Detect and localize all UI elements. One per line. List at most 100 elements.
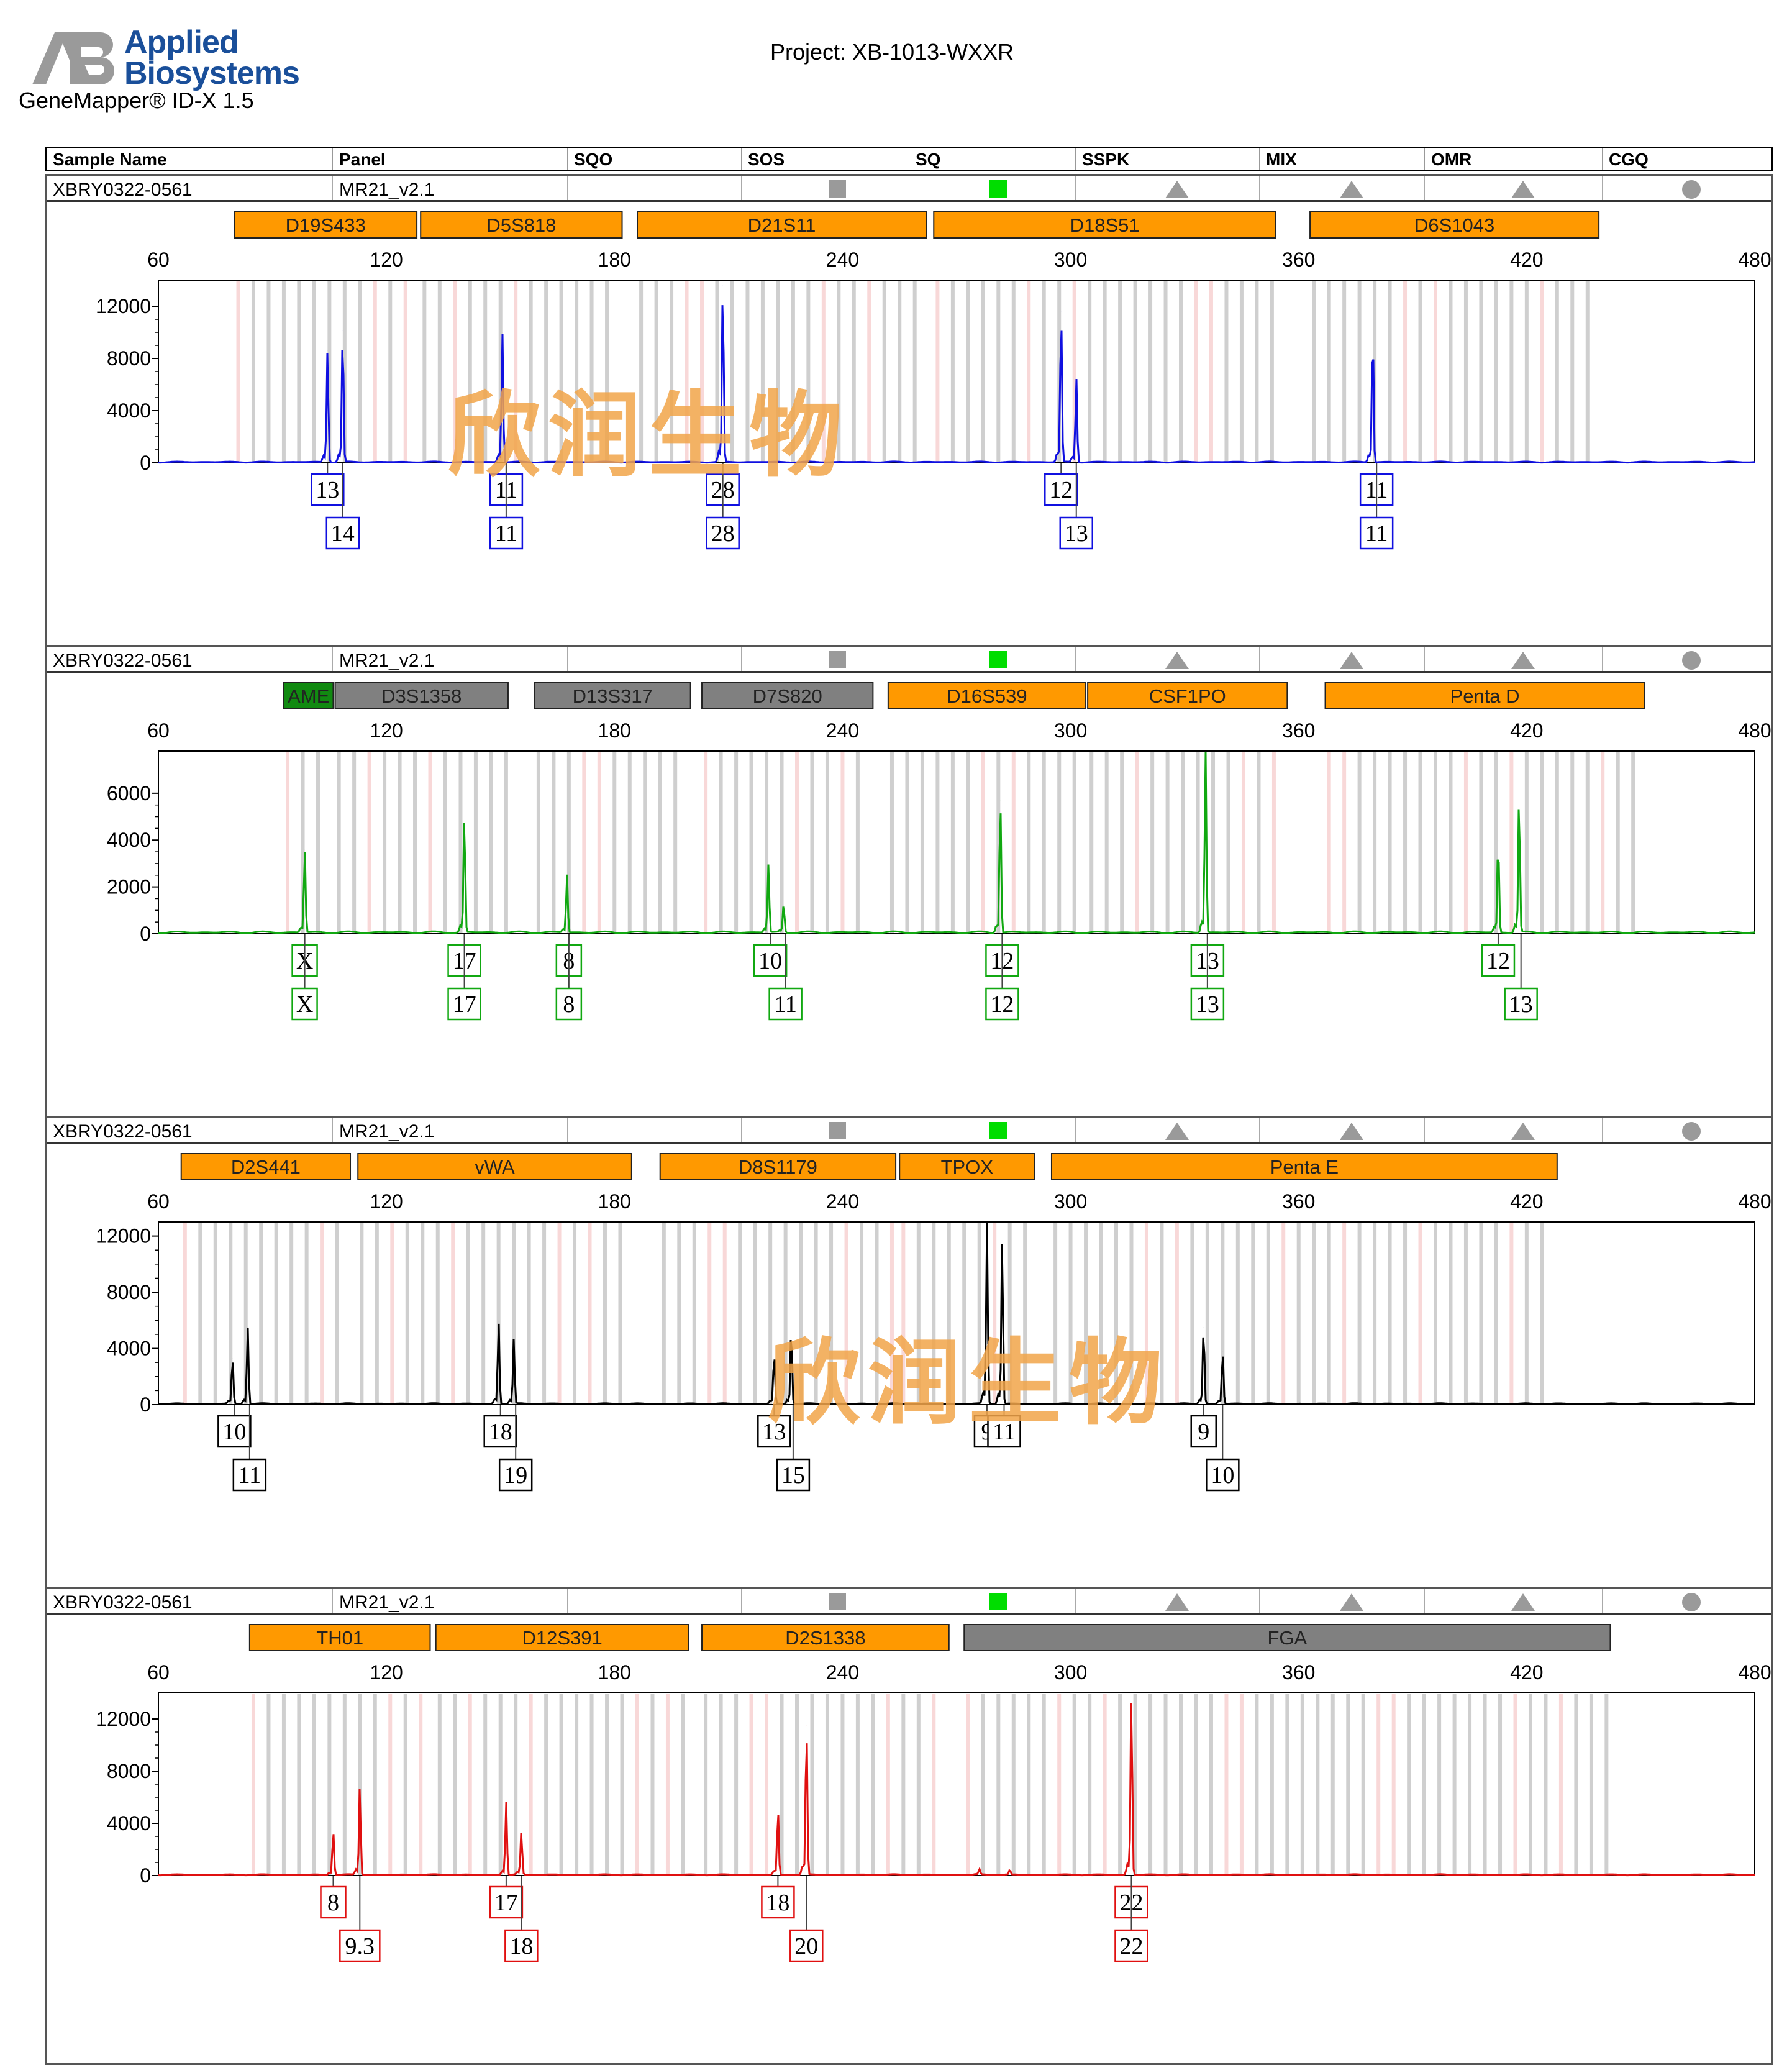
allele-label: 12 — [1486, 948, 1510, 974]
marker-d19s433[interactable]: D19S433 — [234, 212, 417, 238]
allele-label: 18 — [509, 1933, 533, 1959]
marker-d5s818[interactable]: D5S818 — [421, 212, 622, 238]
allele-label: 18 — [766, 1890, 789, 1916]
marker-label: D7S820 — [753, 685, 822, 707]
marker-label: D12S391 — [522, 1627, 603, 1649]
x-tick-label: 360 — [1282, 1190, 1315, 1213]
x-tick-label: 300 — [1054, 719, 1087, 742]
marker-d2s441[interactable]: D2S441 — [181, 1154, 350, 1180]
allele-call[interactable]: 10 — [218, 1405, 250, 1447]
marker-d21s11[interactable]: D21S11 — [637, 212, 926, 238]
marker-label: D16S539 — [947, 685, 1027, 707]
marker-label: FGA — [1267, 1627, 1307, 1649]
y-tick-label: 0 — [140, 452, 151, 474]
allele-call[interactable]: 10 — [754, 934, 786, 976]
allele-call[interactable]: 18 — [762, 1876, 794, 1918]
x-tick-label: 480 — [1738, 719, 1771, 742]
marker-fga[interactable]: FGA — [964, 1625, 1610, 1651]
plot-area — [158, 751, 1755, 934]
allele-call[interactable]: 8 — [321, 1876, 345, 1918]
allele-call[interactable]: 12 — [1482, 934, 1514, 976]
bin-lines-d3s1358 — [339, 752, 506, 934]
allele-label: 11 — [239, 1462, 262, 1488]
marker-d12s391[interactable]: D12S391 — [436, 1625, 689, 1651]
marker-th01[interactable]: TH01 — [250, 1625, 430, 1651]
marker-d18s51[interactable]: D18S51 — [934, 212, 1276, 238]
software-version: GeneMapper® ID-X 1.5 — [19, 87, 254, 114]
allele-label: 13 — [1509, 991, 1533, 1018]
x-tick-label: 120 — [370, 719, 403, 742]
y-tick-label: 4000 — [107, 399, 151, 422]
bin-lines-d2s1338 — [706, 1694, 934, 1876]
allele-label: 9 — [1198, 1419, 1209, 1445]
logo-text-applied: Applied — [124, 26, 239, 58]
bin-lines-d18s51 — [937, 281, 1271, 463]
col-panel: Panel — [332, 148, 567, 170]
x-tick-label: 300 — [1054, 1190, 1087, 1213]
bin-lines-d16s539 — [892, 752, 1075, 934]
y-tick-label: 4000 — [107, 829, 151, 851]
bin-lines-fga — [968, 1694, 1606, 1876]
allele-call[interactable]: 18 — [484, 1405, 517, 1447]
project-title: Project: XB-1013-WXXR — [770, 39, 1014, 66]
marker-csf1po[interactable]: CSF1PO — [1088, 683, 1287, 709]
marker-d2s1338[interactable]: D2S1338 — [702, 1625, 949, 1651]
allele-call[interactable]: 9 — [1191, 1405, 1216, 1447]
y-tick-label: 8000 — [107, 1760, 151, 1782]
marker-label: Penta E — [1270, 1156, 1339, 1178]
marker-label: TH01 — [316, 1627, 363, 1649]
x-tick-label: 180 — [598, 1661, 631, 1684]
marker-label: CSF1PO — [1149, 685, 1226, 707]
allele-call[interactable]: 17 — [490, 1876, 522, 1918]
marker-ame[interactable]: AME — [284, 683, 334, 709]
col-sspk: SSPK — [1075, 148, 1259, 170]
marker-d16s539[interactable]: D16S539 — [888, 683, 1086, 709]
col-mix: MIX — [1259, 148, 1424, 170]
allele-call[interactable]: 13 — [311, 463, 343, 505]
marker-penta-e[interactable]: Penta E — [1052, 1154, 1557, 1180]
y-tick-label: 8000 — [107, 347, 151, 370]
marker-penta-d[interactable]: Penta D — [1326, 683, 1645, 709]
y-tick-label: 6000 — [107, 782, 151, 805]
marker-label: D21S11 — [748, 214, 816, 236]
applied-biosystems-logo — [32, 30, 119, 87]
allele-label: 22 — [1119, 1933, 1143, 1959]
bin-lines-d19s433 — [239, 281, 406, 463]
marker-vwa[interactable]: vWA — [358, 1154, 632, 1180]
marker-d13s317[interactable]: D13S317 — [535, 683, 691, 709]
allele-label: 18 — [489, 1419, 512, 1445]
x-tick-label: 420 — [1510, 1190, 1543, 1213]
y-tick-label: 2000 — [107, 876, 151, 898]
col-sqo: SQO — [567, 148, 741, 170]
marker-d6s1043[interactable]: D6S1043 — [1310, 212, 1599, 238]
allele-label: 19 — [504, 1462, 527, 1488]
allele-label: 13 — [1065, 521, 1088, 547]
allele-label: 20 — [794, 1933, 818, 1959]
marker-d3s1358[interactable]: D3S1358 — [335, 683, 508, 709]
plot-area — [158, 280, 1755, 463]
marker-d8s1179[interactable]: D8S1179 — [660, 1154, 896, 1180]
y-tick-label: 12000 — [96, 295, 151, 317]
watermark-text: 欣润生物 — [767, 1308, 1170, 1443]
allele-label: 28 — [711, 521, 735, 547]
allele-label: 13 — [316, 477, 339, 503]
y-tick-label: 0 — [140, 1393, 151, 1416]
marker-tpox[interactable]: TPOX — [899, 1154, 1034, 1180]
allele-label: 11 — [1365, 521, 1388, 547]
logo-text-biosystems: Biosystems — [124, 57, 299, 89]
marker-d7s820[interactable]: D7S820 — [702, 683, 873, 709]
y-tick-label: 8000 — [107, 1281, 151, 1303]
x-tick-label: 420 — [1510, 719, 1543, 742]
allele-call[interactable]: 20 — [790, 1876, 822, 1961]
x-tick-label: 360 — [1282, 1661, 1315, 1684]
allele-call[interactable]: 12 — [1045, 463, 1077, 505]
marker-label: vWA — [475, 1156, 515, 1178]
col-cgq: CGQ — [1602, 148, 1771, 170]
col-sos: SOS — [741, 148, 909, 170]
marker-label: D18S51 — [1070, 214, 1140, 236]
